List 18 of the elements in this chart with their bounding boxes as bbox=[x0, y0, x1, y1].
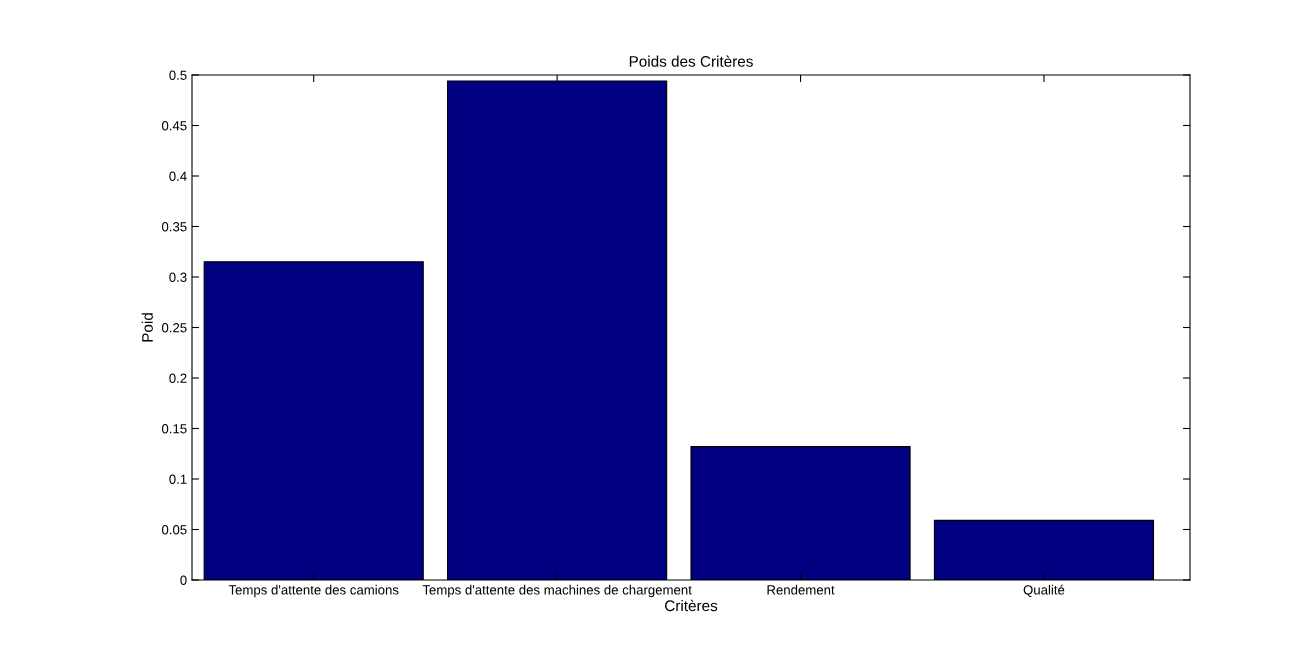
x-tick-label: Temps d'attente des camions bbox=[228, 584, 399, 598]
x-tick-label: Qualité bbox=[1023, 584, 1065, 597]
y-axis-title: Poid bbox=[141, 313, 153, 342]
y-tick-label: 0.25 bbox=[161, 323, 187, 333]
y-tick-label: 0.3 bbox=[169, 272, 187, 282]
y-tick-label: 0.15 bbox=[161, 424, 187, 434]
chart-title: Poids des Critères bbox=[629, 55, 753, 67]
x-tick-label: Temps d'attente des machines de chargement bbox=[422, 584, 692, 598]
y-tick-label: 0.5 bbox=[169, 70, 187, 80]
x-tick-label: Rendement bbox=[767, 584, 835, 595]
y-tick-label: 0.45 bbox=[161, 121, 187, 131]
y-tick-label: 0.1 bbox=[169, 474, 187, 484]
y-tick-label: 0.05 bbox=[161, 525, 187, 535]
y-tick-label: 0 bbox=[180, 575, 187, 585]
y-tick-label: 0.2 bbox=[169, 373, 187, 383]
y-tick-label: 0.35 bbox=[161, 222, 187, 232]
x-axis-title: Critères bbox=[665, 599, 718, 612]
y-tick-label: 0.4 bbox=[169, 171, 187, 181]
